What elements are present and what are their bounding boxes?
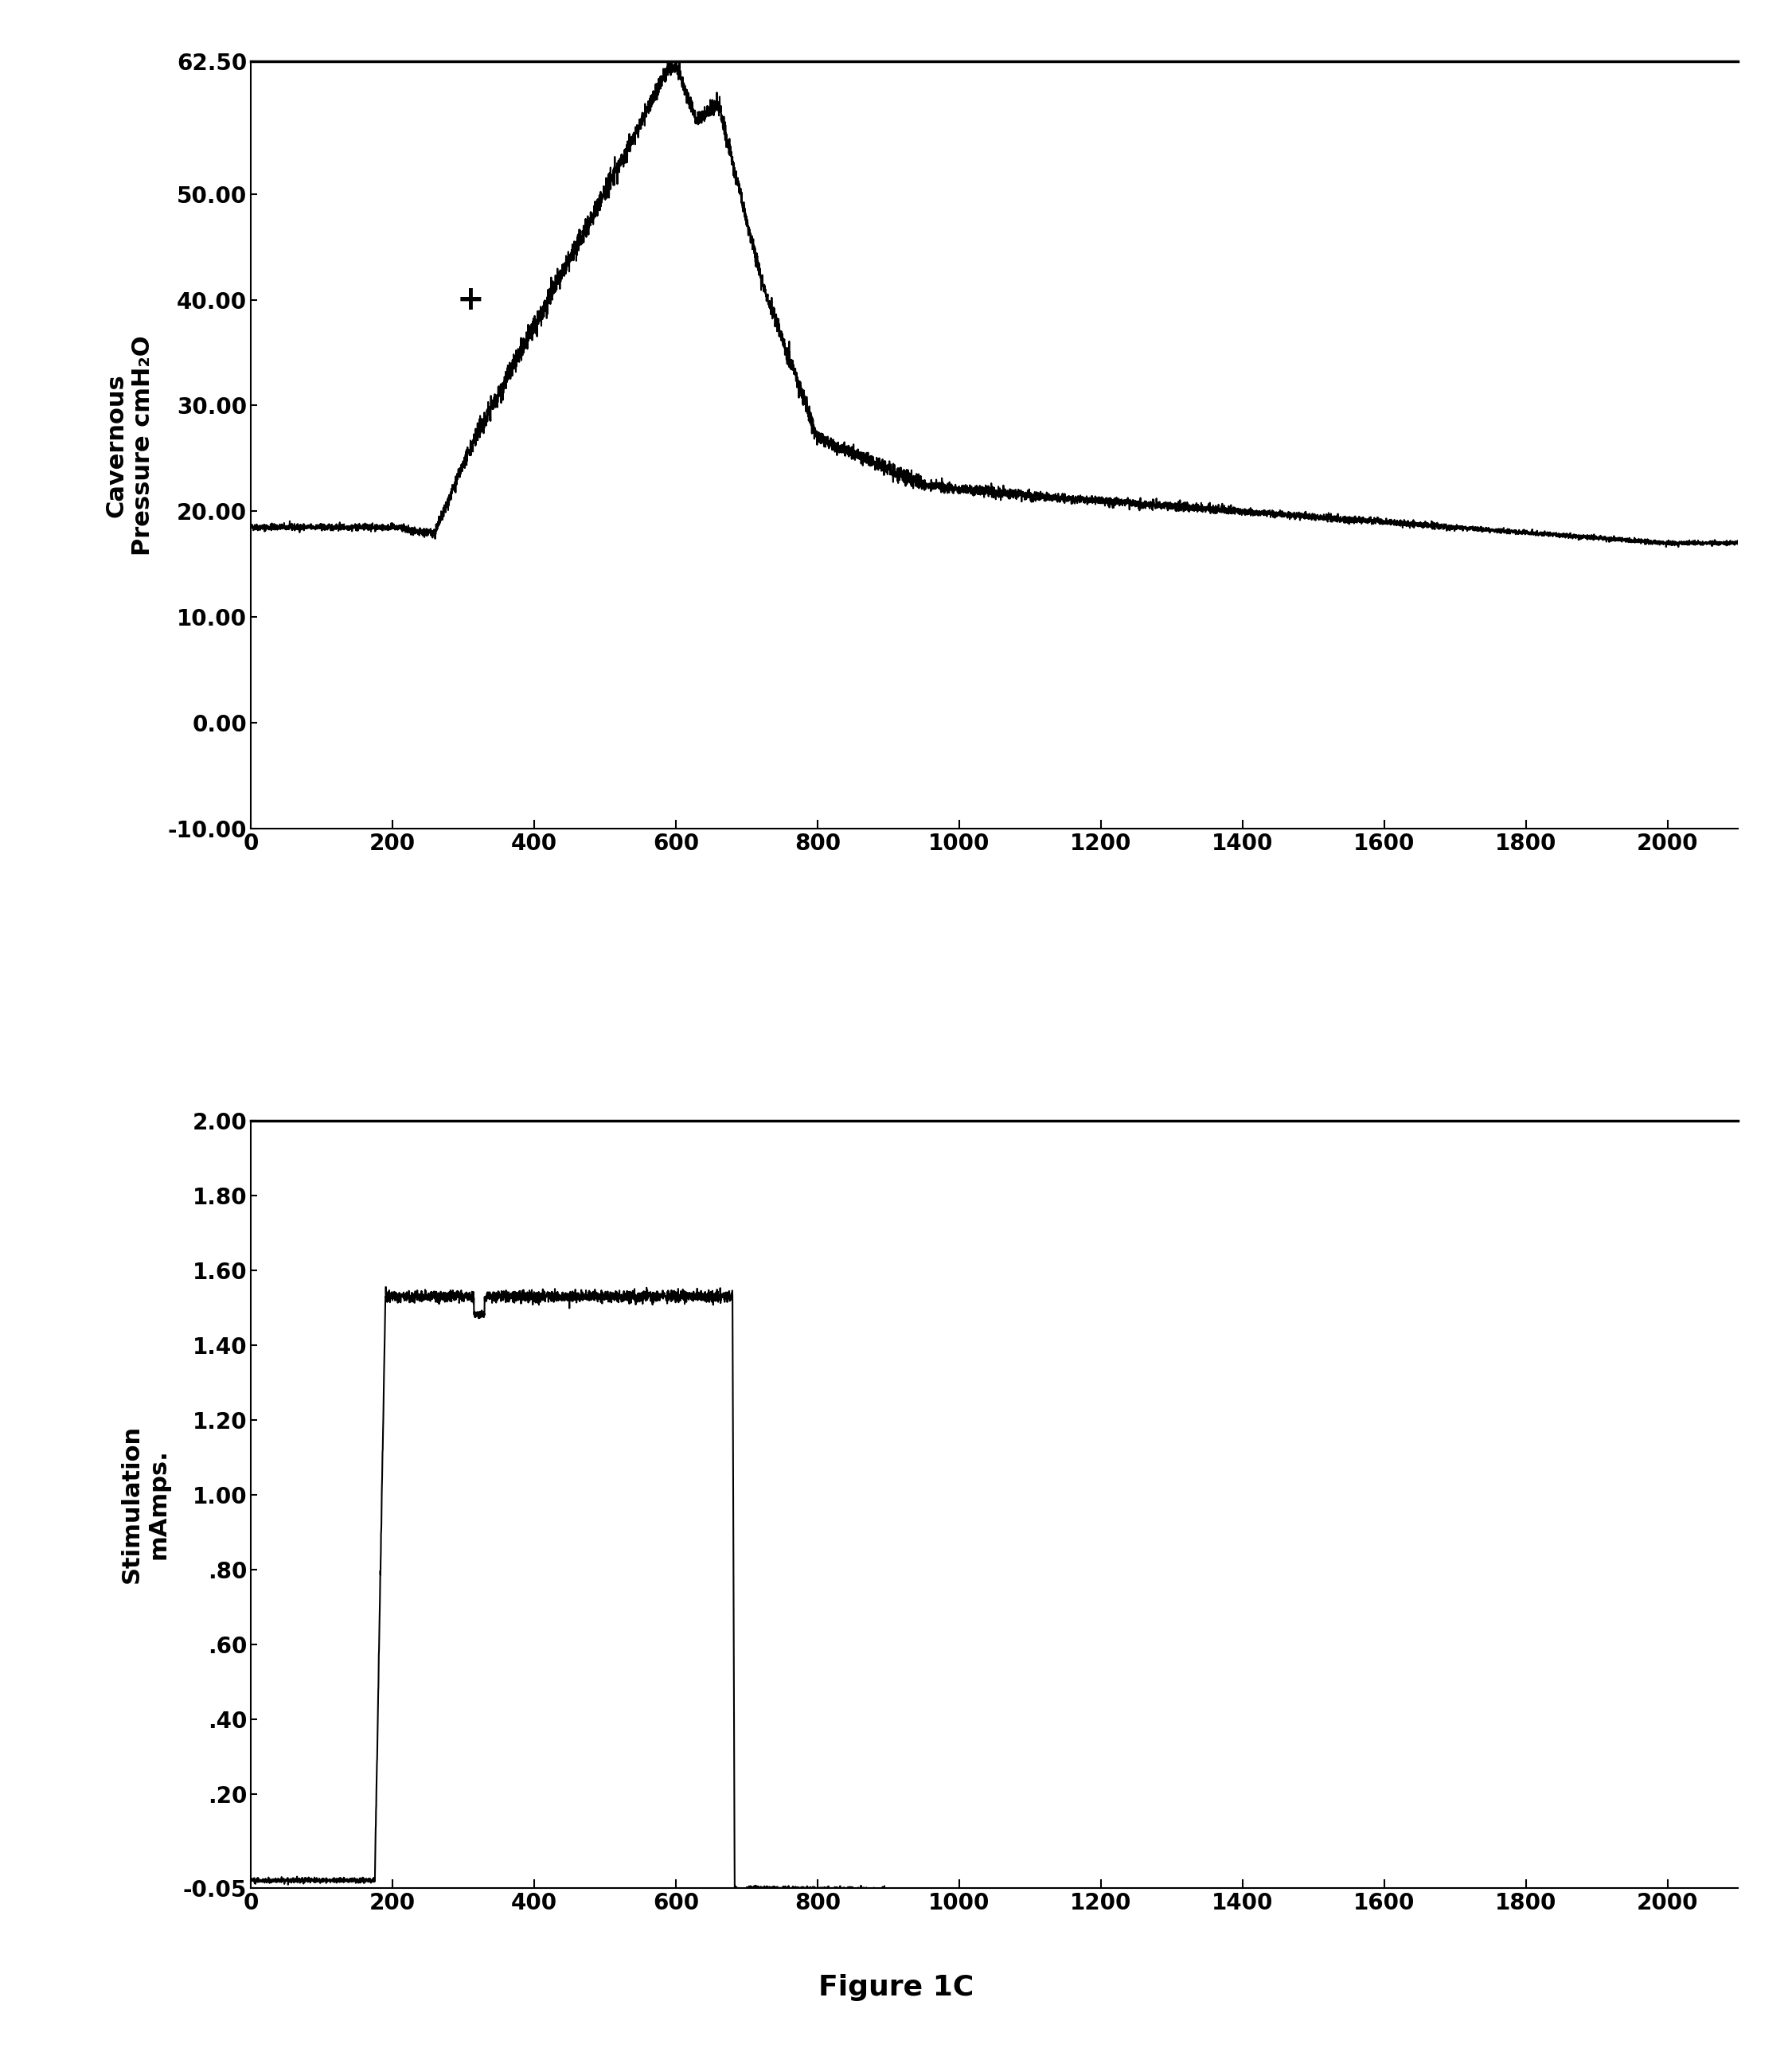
Y-axis label: Cavernous
Pressure cmH₂O: Cavernous Pressure cmH₂O [104,334,154,556]
Text: +: + [457,283,484,316]
Y-axis label: Stimulation
mAmps.: Stimulation mAmps. [120,1424,170,1584]
Text: Figure 1C: Figure 1C [819,1974,973,2001]
